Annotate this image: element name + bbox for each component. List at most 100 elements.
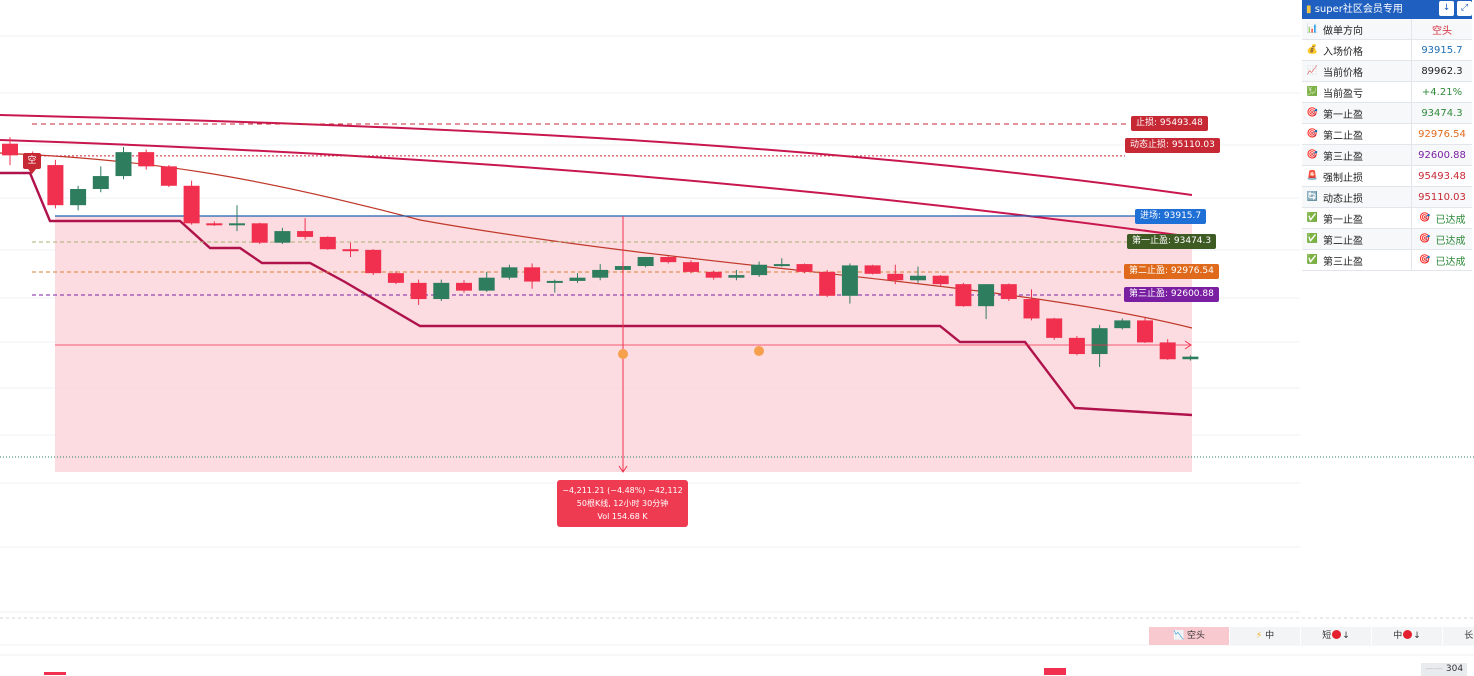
long-term-badge[interactable]: 长↓: [1442, 627, 1474, 645]
short-term-text: 短: [1322, 631, 1332, 641]
short-term-badge[interactable]: 短 ↓: [1300, 627, 1371, 645]
ma-long-line: [0, 114, 1193, 196]
panel-row-value-cell: 🎯 已达成: [1412, 250, 1472, 270]
panel-row: 💰 入场价格 93915.7: [1302, 40, 1472, 61]
price-level-lines: [0, 123, 1474, 458]
candle-body: [319, 236, 336, 250]
panel-row-label-cell: 🚨 强制止损: [1302, 166, 1412, 186]
candle-body: [478, 277, 495, 291]
candle: [229, 205, 245, 232]
ma-mid-line: [0, 139, 1193, 238]
measure-tooltip: −4,211.21 (−4.48%) −42,112 50根K线, 12小时 3…: [557, 480, 688, 527]
target-icon: 🎯: [1306, 108, 1319, 118]
candle: [319, 236, 336, 250]
candle-body: [92, 176, 109, 190]
handle-dot[interactable]: [754, 346, 764, 356]
candle: [955, 282, 972, 307]
candle: [501, 264, 518, 280]
candle: [433, 279, 450, 301]
panel-title: super社区会员专用: [1314, 4, 1403, 15]
measure-arrow-icon: [618, 465, 628, 473]
candle-body: [728, 275, 745, 278]
candle-body: [1000, 284, 1017, 300]
candle: [1023, 289, 1040, 321]
candle-body: [251, 223, 268, 243]
expand-icon[interactable]: ⤢: [1457, 1, 1472, 16]
candle: [864, 264, 881, 275]
candle: [410, 279, 427, 305]
panel-row-label-cell: 🎯 第二止盈: [1302, 124, 1412, 144]
direction-badge[interactable]: 📉 空头: [1148, 627, 1229, 645]
panel-row-value-cell: 🎯 已达成: [1412, 229, 1472, 249]
panel-row-label: 第三止盈: [1323, 256, 1363, 268]
panel-row: 💹 当前盈亏 +4.21%: [1302, 82, 1472, 103]
candle: [524, 263, 541, 289]
candle: [47, 159, 64, 209]
panel-row-value: 已达成: [1435, 256, 1466, 268]
candle: [1000, 283, 1017, 301]
panel-row: 📈 当前价格 89962.3: [1302, 61, 1472, 82]
candles: [2, 137, 1199, 368]
down-arrow-icon: ↓: [1413, 631, 1421, 641]
candle-body: [819, 271, 836, 296]
panel-row-label-cell: ✅ 第一止盈: [1302, 208, 1412, 228]
handle-dot[interactable]: [618, 349, 628, 359]
panel-row-value: 空头: [1432, 25, 1452, 37]
panel-row-value: 92600.88: [1418, 149, 1466, 161]
strength-badge[interactable]: ⚡ 中: [1229, 627, 1300, 645]
candle-body: [841, 265, 858, 296]
candle-body: [546, 280, 563, 283]
mid-term-badge[interactable]: 中 ↓: [1371, 627, 1442, 645]
candle: [887, 264, 904, 285]
panel-row-label-cell: 💰 入场价格: [1302, 40, 1412, 60]
candle-body: [796, 264, 813, 272]
down-arrow-icon: ↓: [1342, 631, 1350, 641]
panel-row-value-cell: 空头: [1412, 19, 1472, 39]
panel-row-value-cell: 95493.48: [1412, 166, 1472, 186]
target-icon: 🎯: [1306, 129, 1319, 139]
candle-body: [342, 249, 359, 252]
candle: [728, 269, 745, 281]
candle: [637, 256, 654, 268]
panel-row-label: 第二止盈: [1323, 235, 1363, 247]
direction-text: 空头: [1187, 631, 1206, 641]
candle-body: [229, 223, 245, 226]
panel-row-value: 89962.3: [1421, 65, 1463, 77]
panel-row-value-cell: 95110.03: [1412, 187, 1472, 207]
candle: [796, 263, 813, 274]
candle-body: [274, 231, 291, 243]
panel-row: 🔄 动态止损 95110.03: [1302, 187, 1472, 208]
candle: [251, 222, 268, 245]
candle-body: [751, 264, 768, 276]
panel-row-value-cell: 93474.3: [1412, 103, 1472, 123]
panel-row: 🎯 第一止盈 93474.3: [1302, 103, 1472, 124]
candle: [365, 249, 382, 276]
siren-icon: 🚨: [1306, 171, 1319, 181]
candle: [841, 263, 858, 304]
check-icon: ✅: [1306, 234, 1319, 244]
panel-row-label-cell: 🔄 动态止损: [1302, 187, 1412, 207]
candle: [592, 264, 609, 281]
collapse-arrow-icon[interactable]: ↓: [1439, 1, 1454, 16]
panel-row-value-cell: 93915.7: [1412, 40, 1472, 60]
candle-body: [2, 143, 18, 156]
panel-row-value-cell: 89962.3: [1412, 61, 1472, 81]
panel-row-label-cell: 📊 做单方向: [1302, 19, 1412, 39]
take-profit-3-label: 第三止盈: 92600.88: [1124, 287, 1219, 302]
candle-body: [115, 152, 132, 177]
candle-body: [410, 282, 427, 300]
lightning-icon: ⚡: [1255, 631, 1263, 641]
candle: [819, 269, 836, 298]
candle-body: [592, 269, 609, 278]
short-entry-marker: 空: [23, 153, 41, 174]
candle: [160, 165, 177, 188]
red-dot-icon: [1332, 630, 1342, 639]
candle: [115, 146, 132, 180]
panel-row-label: 做单方向: [1323, 25, 1363, 37]
trend-down-icon: 📉: [1172, 631, 1185, 641]
money-bag-icon: 💰: [1306, 45, 1319, 55]
candle-body: [978, 284, 995, 307]
panel-row-label: 当前盈亏: [1323, 88, 1363, 100]
candle-body: [1046, 318, 1063, 338]
